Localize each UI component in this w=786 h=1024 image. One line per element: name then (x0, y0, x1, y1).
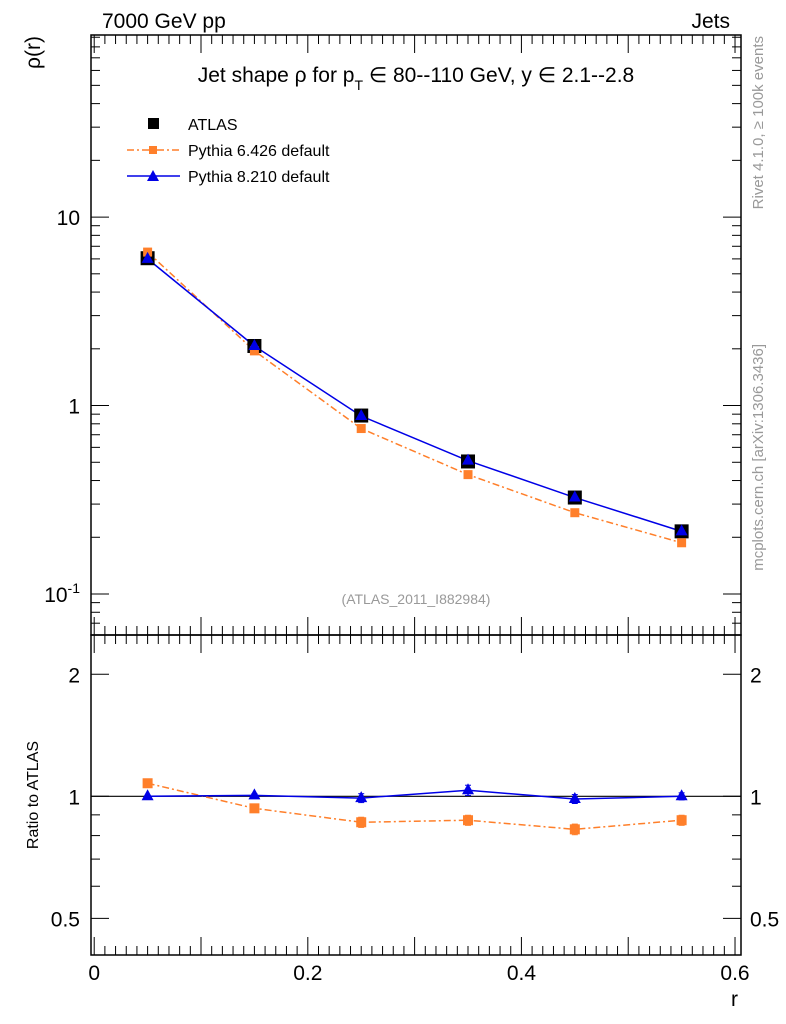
pythia6-point (570, 508, 580, 518)
pythia6-point (249, 346, 259, 356)
ratio-y-axis-label: Ratio to ATLAS (25, 741, 42, 849)
ratio-y-tick-label: 1 (68, 786, 80, 809)
ratio-pythia6-point (676, 815, 687, 826)
legend-label-atlas: ATLAS (188, 117, 238, 134)
ratio-y-tick-label: 2 (68, 664, 80, 687)
ratio-y-tick-label-right: 2 (750, 664, 762, 687)
ratio-pythia6-point (463, 815, 474, 826)
x-axis-label: r (731, 988, 738, 1011)
pythia8-point (141, 251, 154, 263)
side-label-mcplots: mcplots.cern.ch [arXiv:1306.3436] (750, 344, 767, 571)
ratio-pythia8-point (248, 788, 261, 800)
legend-label-pythia6: Pythia 6.426 default (188, 143, 330, 160)
x-tick-label: 0.4 (507, 962, 537, 985)
pythia8-point (568, 490, 581, 502)
ratio-pythia8-point (141, 789, 154, 801)
legend-marker-pythia6 (149, 146, 157, 154)
data-marks (140, 247, 689, 836)
y-tick-label: 10 (57, 207, 80, 230)
ratio-pythia8-point (675, 789, 688, 801)
ratio-pythia6-point (249, 803, 260, 814)
top-right-label: Jets (691, 10, 730, 33)
ratio-pythia6-point (569, 824, 580, 835)
x-tick-label: 0.6 (720, 962, 749, 985)
axis-ticks: 0 0.2 0.4 0.6 10 1 10-1 2 2 1 1 0.5 0.5 (44, 35, 779, 985)
pythia8-point (675, 524, 688, 536)
pythia8-point (462, 453, 475, 465)
ratio-y-tick-label-right: 0.5 (750, 908, 779, 931)
ratio-line-1 (147, 789, 682, 800)
side-label-rivet: Rivet 4.1.0, ≥ 100k events (750, 36, 767, 209)
y-axis-label: ρ(r) (22, 36, 45, 69)
ratio-line-0 (147, 782, 682, 831)
x-tick-label: 0 (88, 962, 100, 985)
ratio-y-tick-label: 0.5 (51, 908, 80, 931)
legend: ATLAS Pythia 6.426 default Pythia 8.210 … (127, 117, 330, 186)
ratio-pythia6-point (356, 817, 367, 828)
y-tick-label: 10-1 (44, 580, 80, 607)
x-tick-label: 0.2 (293, 962, 322, 985)
ratio-pythia8-point (355, 791, 368, 803)
ratio-plot-frame (90, 634, 742, 956)
pythia6-point (463, 470, 473, 480)
series-line-2 (147, 258, 682, 533)
series-line-1 (147, 251, 682, 544)
legend-label-pythia8: Pythia 8.210 default (188, 169, 330, 186)
chart-title: Jet shape ρ for pT ∈ 80--110 GeV, y ∈ 2.… (198, 64, 634, 93)
ratio-pythia8-point (568, 791, 581, 803)
ratio-pythia8-point (462, 783, 475, 795)
watermark: (ATLAS_2011_I882984) (342, 591, 491, 607)
pythia6-point (677, 538, 687, 548)
pythia6-point (356, 424, 366, 434)
y-tick-label: 1 (68, 396, 80, 419)
legend-marker-pythia8 (147, 170, 159, 181)
pythia8-point (248, 338, 261, 350)
ratio-pythia6-point (142, 778, 153, 789)
ratio-y-tick-label-right: 1 (750, 786, 762, 809)
legend-marker-atlas (148, 118, 159, 129)
pythia8-point (355, 409, 368, 421)
top-left-label: 7000 GeV pp (102, 10, 226, 33)
